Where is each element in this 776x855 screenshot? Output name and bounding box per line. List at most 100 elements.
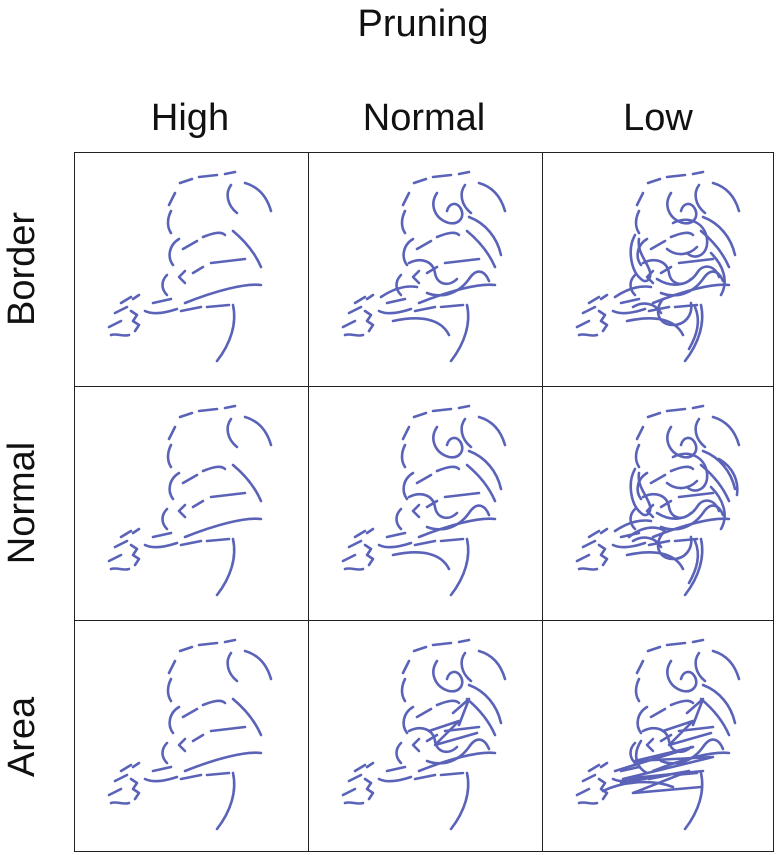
sketch-stroke — [407, 259, 459, 286]
sketch-stroke — [131, 527, 141, 535]
sketch-stroke — [671, 452, 709, 492]
sketch-stroke — [699, 697, 731, 737]
sketch-stroke — [587, 295, 601, 305]
sketch-stroke — [435, 699, 461, 707]
sketch-stroke — [107, 319, 123, 329]
sketch-stroke — [231, 463, 263, 503]
sketch-cell-border-high — [75, 153, 309, 387]
sketch-stroke — [460, 651, 473, 683]
sketch-stroke — [129, 543, 141, 567]
sketch-stroke — [599, 527, 609, 535]
sketch-stroke — [395, 741, 403, 765]
sketch-stroke — [691, 638, 705, 644]
sketch-stroke — [179, 305, 203, 313]
sketch-stroke — [467, 449, 503, 491]
sketch-stroke — [365, 527, 375, 535]
sketch-stroke — [665, 479, 699, 490]
figure-title: Pruning — [357, 3, 489, 45]
sketch-stroke — [107, 787, 123, 797]
sketch-stroke — [411, 269, 421, 285]
row-header-border-label: Border — [1, 211, 43, 327]
sketch-stroke — [201, 699, 227, 707]
sketch-stroke — [413, 539, 437, 547]
sketch-stroke — [243, 181, 273, 213]
sketch-stroke — [343, 567, 365, 571]
sketch-stroke — [451, 697, 471, 727]
sketch-stroke — [711, 415, 741, 447]
sketch-stroke — [425, 738, 491, 765]
sketch-stroke — [197, 173, 219, 179]
sketch-stroke — [205, 537, 231, 543]
sketch-stroke — [701, 449, 737, 491]
sketch-stroke — [166, 209, 173, 235]
sketch-stroke — [161, 507, 169, 531]
sketch-stroke — [673, 303, 699, 309]
grid-divider-vertical — [542, 153, 543, 851]
sketch-stroke — [243, 415, 273, 447]
sketch-stroke — [415, 707, 433, 719]
sketch-stroke — [385, 297, 407, 305]
stroke-sketch — [107, 404, 273, 597]
sketch-stroke — [425, 270, 491, 297]
sketch-stroke — [634, 739, 649, 775]
sketch-stroke — [407, 493, 459, 520]
sketch-stroke — [629, 273, 637, 297]
sketch-stroke — [425, 265, 439, 275]
sketch-stroke — [143, 775, 179, 783]
sketch-stroke — [577, 333, 599, 337]
sketch-stroke — [215, 537, 236, 597]
sketch-stroke — [131, 293, 141, 301]
sketch-stroke — [687, 305, 700, 351]
sketch-stroke — [577, 567, 599, 571]
sketch-stroke — [694, 417, 707, 449]
sketch-stroke — [425, 733, 439, 743]
sketch-stroke — [341, 553, 357, 563]
sketch-stroke — [575, 553, 591, 563]
sketch-stroke — [400, 209, 407, 235]
sketch-stroke — [226, 651, 239, 683]
sketch-stroke — [439, 771, 465, 777]
sketch-grid — [74, 152, 774, 852]
sketch-stroke — [457, 638, 471, 644]
sketch-stroke — [646, 645, 662, 653]
sketch-stroke — [395, 507, 403, 531]
sketch-stroke — [611, 541, 647, 549]
sketch-stroke — [635, 659, 645, 675]
row-header-area: Area — [0, 620, 44, 854]
sketch-stroke — [683, 771, 704, 831]
sketch-stroke — [385, 531, 407, 539]
sketch-stroke — [465, 463, 497, 503]
stroke-sketch — [341, 170, 507, 363]
sketch-stroke — [119, 763, 133, 773]
sketch-stroke — [365, 761, 375, 769]
sketch-stroke — [223, 638, 237, 644]
sketch-stroke — [435, 465, 461, 473]
sketch-stroke — [634, 209, 641, 235]
sketch-stroke — [599, 761, 609, 769]
sketch-stroke — [634, 443, 641, 469]
grid-divider-horizontal — [75, 386, 773, 387]
sketch-stroke — [694, 183, 707, 215]
sketch-stroke — [619, 765, 641, 773]
sketch-stroke — [201, 231, 227, 239]
sketch-stroke — [377, 541, 413, 549]
sketch-stroke — [587, 763, 601, 773]
sketch-stroke — [449, 303, 470, 363]
sketch-stroke — [449, 537, 470, 597]
sketch-stroke — [439, 537, 465, 543]
sketch-stroke — [629, 741, 637, 765]
sketch-stroke — [599, 293, 609, 301]
sketch-stroke — [673, 537, 699, 543]
sketch-stroke — [401, 191, 411, 207]
sketch-stroke — [575, 319, 591, 329]
sketch-stroke — [635, 191, 645, 207]
sketch-stroke — [363, 543, 375, 567]
sketch-stroke — [168, 237, 181, 267]
sketch-stroke — [347, 773, 363, 783]
sketch-stroke — [166, 443, 173, 469]
sketch-stroke — [407, 727, 459, 754]
sketch-stroke — [226, 183, 239, 215]
sketch-stroke — [659, 499, 673, 509]
sketch-stroke — [613, 519, 653, 533]
sketch-stroke — [659, 265, 673, 275]
